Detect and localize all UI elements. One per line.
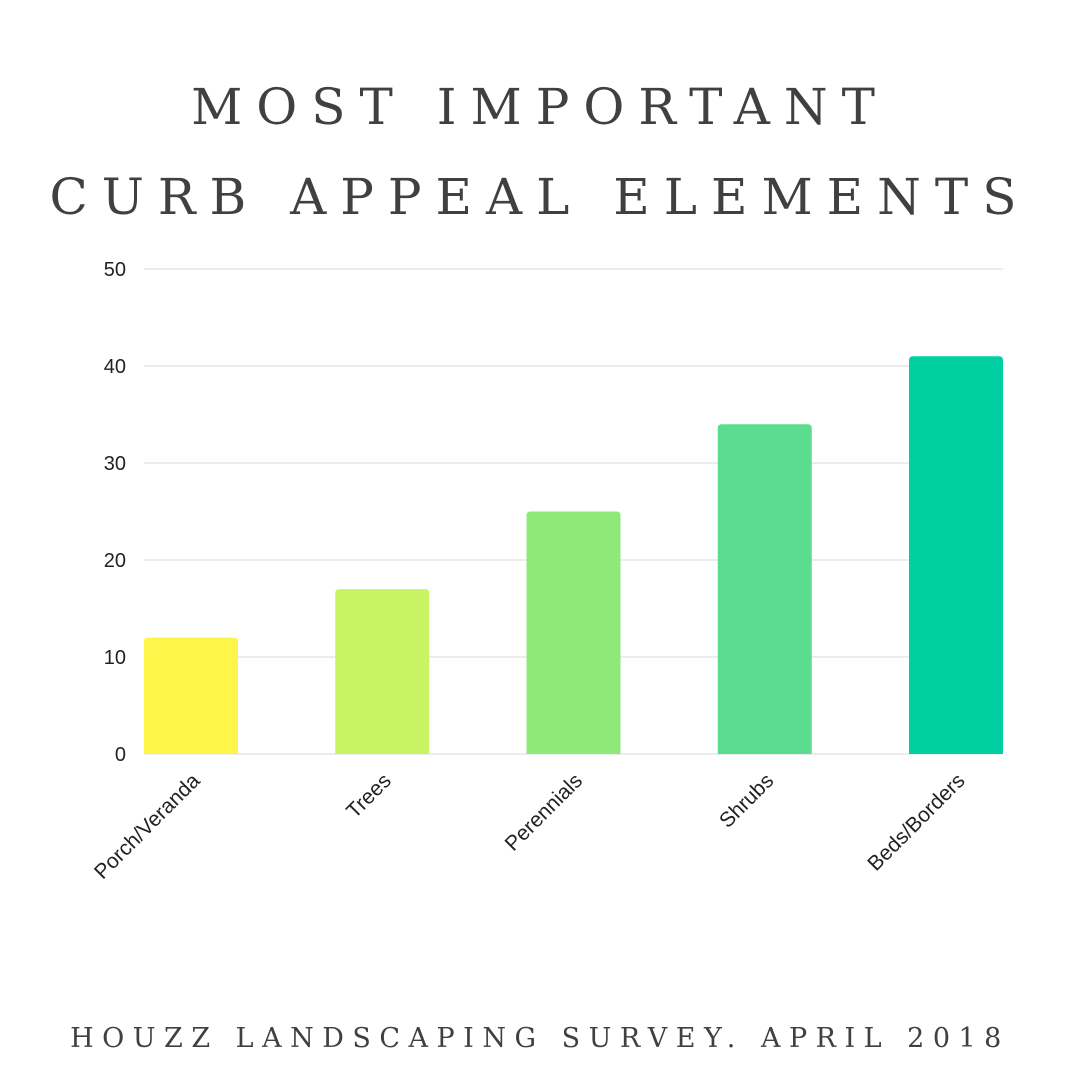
y-tick-label: 30 [104,453,126,475]
bar-perennials [526,511,621,754]
x-tick-label: Perennials [501,769,587,855]
chart-title-line-1: MOST IMPORTANT [191,78,889,137]
y-tick-label: 20 [104,550,126,572]
y-axis-tick-labels: 0 10 20 30 40 50 [104,259,126,766]
source-caption: HOUZZ LANDSCAPING SURVEY. APRIL 2018 [70,1023,1010,1054]
bar-shrubs [717,424,812,754]
chart-title-line-2: CURB APPEAL ELEMENTS [49,168,1031,227]
x-tick-label: Porch/Veranda [90,769,205,884]
bar-beds-borders [909,356,1003,754]
y-tick-label: 0 [115,744,126,766]
x-tick-label: Beds/Borders [863,769,969,875]
x-tick-label: Trees [342,769,396,823]
x-tick-label: Shrubs [715,769,778,832]
bars [144,356,1003,754]
bar-porch-veranda [144,637,238,754]
chart-title: MOST IMPORTANT CURB APPEAL ELEMENTS [0,77,1080,227]
y-tick-label: 50 [104,259,126,281]
y-tick-label: 40 [104,356,126,378]
bar-trees [335,589,430,754]
y-tick-label: 10 [104,647,126,669]
x-axis-tick-labels: Porch/Veranda Trees Perennials Shrubs Beds/B… [90,769,970,884]
